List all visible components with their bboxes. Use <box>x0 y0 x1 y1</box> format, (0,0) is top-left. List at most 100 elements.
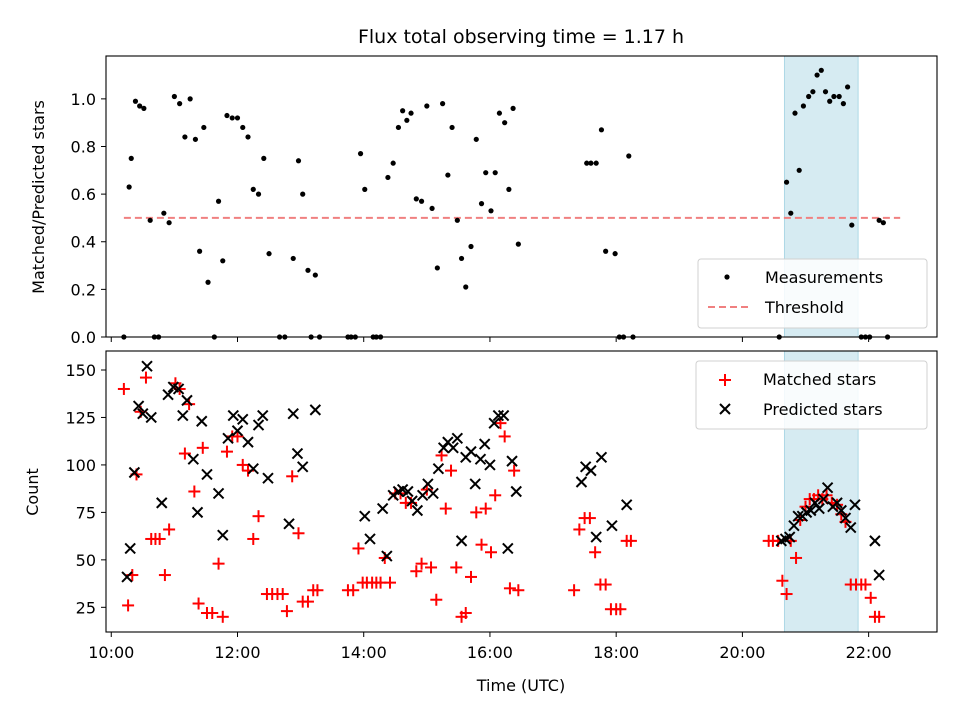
measurement-point <box>201 124 207 131</box>
measurement-point <box>187 96 193 102</box>
y-tick-label: 100 <box>65 456 96 475</box>
matched-star-point <box>158 569 171 582</box>
measurement-point <box>792 110 798 116</box>
matched-star-point <box>139 371 152 384</box>
matched-star-point <box>439 502 452 515</box>
bottom-x-ticks: 10:00 12:00 14:00 16:00 18:00 20:00 22:00 <box>88 632 892 662</box>
matched-star-point <box>117 382 130 395</box>
predicted-star-point <box>821 481 834 494</box>
matched-star-point <box>859 578 872 591</box>
y-tick-label: 0.8 <box>71 137 96 156</box>
top-y-axis-label: Matched/Predicted stars <box>29 100 48 294</box>
matched-star-point <box>508 464 521 477</box>
predicted-star-point <box>411 504 424 517</box>
matched-star-point <box>352 542 365 555</box>
matched-star-point <box>435 449 448 462</box>
measurement-point <box>626 153 632 159</box>
matched-star-point <box>794 513 807 526</box>
measurement-point <box>234 115 241 121</box>
legend-threshold-label: Threshold <box>764 298 844 317</box>
y-tick-label: 125 <box>65 408 96 427</box>
matched-star-point <box>484 546 497 559</box>
measurement-point <box>390 160 396 166</box>
measurement-point <box>147 217 153 223</box>
predicted-star-point <box>784 531 796 543</box>
predicted-star-point <box>579 461 592 473</box>
predicted-star-point <box>177 409 189 422</box>
y-tick-label: 0.0 <box>71 328 96 347</box>
measurement-point <box>126 184 132 190</box>
measurement-point <box>440 101 446 107</box>
measurement-point <box>413 196 419 202</box>
predicted-star-point <box>451 432 464 445</box>
measurement-point <box>810 89 816 95</box>
predicted-star-point <box>141 360 153 372</box>
predicted-star-point <box>845 521 857 534</box>
matched-star-point <box>276 588 289 601</box>
matched-star-points <box>117 371 886 623</box>
predicted-star-point <box>257 409 269 422</box>
measurement-point <box>473 136 479 142</box>
matched-star-point <box>465 570 478 583</box>
matched-star-point <box>192 597 205 610</box>
predicted-star-point <box>252 419 265 431</box>
bottom-legend-box <box>695 360 928 430</box>
predicted-star-point <box>406 495 418 507</box>
matched-star-point <box>122 599 135 612</box>
x-tick-label: 18:00 <box>593 643 639 662</box>
measurement-point <box>796 167 802 173</box>
predicted-star-point <box>191 506 204 519</box>
matched-star-point <box>459 607 472 620</box>
measurement-point <box>418 198 425 204</box>
predicted-star-point <box>145 411 157 424</box>
predicted-star-point <box>359 510 371 522</box>
matched-star-point <box>236 458 249 471</box>
predicted-star-point <box>478 438 491 450</box>
predicted-star-point <box>187 453 200 465</box>
x-axis-label: Time (UTC) <box>476 676 565 695</box>
predicted-star-point <box>590 531 602 543</box>
measurement-point <box>510 105 516 111</box>
predicted-star-point <box>484 459 496 471</box>
measurement-point <box>814 72 820 78</box>
matched-star-point <box>445 464 458 477</box>
matched-star-point <box>430 593 443 606</box>
top-x-ticks <box>110 337 870 342</box>
predicted-star-point <box>502 542 514 555</box>
matched-star-point <box>624 534 637 547</box>
predicted-star-point <box>606 519 618 532</box>
predicted-star-point <box>422 478 434 490</box>
legend-measurements-marker <box>724 274 730 280</box>
measurement-point <box>849 222 855 228</box>
predicted-star-point <box>242 436 254 448</box>
measurement-point <box>788 210 794 216</box>
predicted-star-point <box>488 417 500 429</box>
x-tick-label: 12:00 <box>214 643 260 662</box>
predicted-star-point <box>376 502 389 515</box>
matched-star-point <box>425 561 438 574</box>
legend-measurements-label: Measurements <box>765 268 883 287</box>
predicted-star-point <box>287 407 299 420</box>
measurement-point <box>612 251 618 257</box>
measurement-point <box>245 134 251 140</box>
x-tick-label: 22:00 <box>846 643 892 662</box>
measurement-point <box>783 179 790 185</box>
legend-predicted-label: Predicted stars <box>763 400 883 419</box>
predicted-star-point <box>309 404 322 416</box>
predicted-star-point <box>128 466 141 479</box>
matched-star-point <box>220 445 233 458</box>
measurement-point <box>182 134 188 140</box>
predicted-star-point <box>497 409 510 422</box>
predicted-star-point <box>132 400 145 412</box>
y-tick-label: 75 <box>76 503 96 522</box>
measurement-point <box>250 186 256 192</box>
measurement-point <box>128 155 134 161</box>
top-legend: Measurements Threshold <box>697 258 928 329</box>
matched-star-point <box>503 582 516 595</box>
chart-title: Flux total observing time = 1.17 h <box>358 26 684 48</box>
matched-star-point <box>415 557 428 570</box>
measurement-point <box>429 205 435 212</box>
matched-star-point <box>384 576 397 589</box>
measurement-point <box>290 255 296 262</box>
top-panel: 0.0 0.2 0.4 0.6 0.8 1.0 Matched/Predicted sta… <box>29 55 938 347</box>
